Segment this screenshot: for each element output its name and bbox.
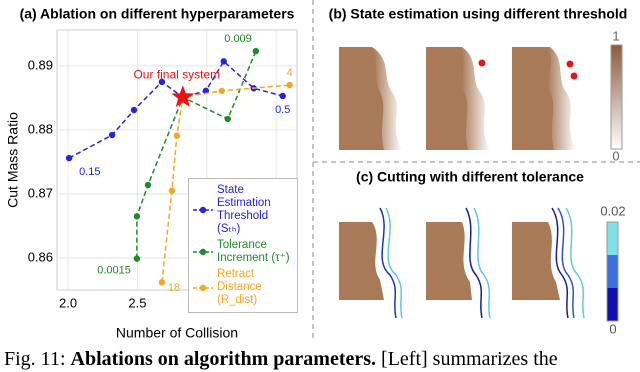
point-label: 0.009	[224, 33, 252, 45]
legend-dot	[199, 206, 207, 214]
legend-entry: State Estimation Threshold (Sₜₕ)	[192, 184, 294, 236]
point	[144, 181, 152, 189]
point	[158, 279, 166, 286]
legend-entry: Retract Distance (R_dist)	[192, 268, 294, 307]
legend-entry: Tolerance Increment (τ⁺)	[192, 239, 294, 265]
colorbar-label: 0.02	[600, 203, 625, 218]
plot-frame	[56, 29, 298, 291]
series-line	[136, 50, 257, 259]
point	[158, 78, 166, 86]
y-tick-label: 0.87	[28, 185, 53, 200]
point	[218, 87, 226, 95]
legend-label: Retract Distance (R_dist)	[217, 268, 262, 306]
x-axis-label: Number of Collision	[116, 325, 238, 341]
chart-title: (a) Ablation on different hyperparameter…	[20, 6, 295, 22]
point	[173, 132, 181, 139]
colorbar-label: 0	[609, 321, 616, 336]
colorbar	[606, 221, 619, 322]
legend-swatch	[193, 206, 213, 214]
y-axis-label: Cut Mass Ratio	[5, 112, 21, 208]
legend-dot	[199, 248, 207, 256]
colorbar	[610, 44, 623, 150]
star-marker	[171, 85, 195, 107]
colorbar-label: 0	[612, 148, 619, 163]
state-shapes	[339, 47, 578, 150]
colorbar-label: 1	[612, 28, 619, 43]
point-label: 4	[287, 67, 293, 79]
point-label: 18	[168, 282, 180, 294]
cut-shapes	[339, 207, 585, 319]
panel-title: (b) State estimation using different thr…	[329, 6, 628, 22]
point-label: 0.0015	[97, 265, 131, 277]
point	[130, 106, 138, 114]
point	[286, 81, 293, 89]
point	[133, 255, 141, 262]
point	[224, 115, 231, 123]
point	[168, 187, 176, 194]
point	[252, 47, 259, 55]
legend-label: State Estimation Threshold (Sₜₕ)	[217, 184, 271, 235]
series-line	[161, 84, 290, 283]
legend-swatch	[193, 248, 213, 256]
y-tick-label: 0.88	[28, 121, 53, 136]
legend-dot	[199, 284, 207, 291]
point-label: 0.15	[79, 166, 100, 178]
point	[133, 213, 141, 220]
point	[65, 154, 73, 162]
x-tick-label: 2.0	[59, 295, 77, 310]
point	[279, 92, 286, 100]
caption-text: [Left] summarizes the	[381, 348, 558, 370]
legend-label: Tolerance Increment (τ⁺)	[217, 239, 290, 264]
caption: Fig. 11: Ablations on algorithm paramete…	[4, 348, 558, 371]
legend: State Estimation Threshold (Sₜₕ) Toleranc…	[188, 178, 298, 313]
point-label: 0.5	[275, 104, 290, 116]
legend-swatch	[193, 284, 213, 291]
y-tick-label: 0.86	[28, 249, 53, 264]
x-tick-label: 2.5	[128, 295, 146, 310]
caption-bold: Ablations on algorithm parameters.	[70, 348, 377, 370]
point	[220, 58, 227, 65]
panel-title: (c) Cutting with different tolerance	[356, 169, 584, 185]
annotation: Our final system	[133, 67, 220, 81]
caption-label: Fig. 11:	[4, 348, 66, 370]
y-tick-label: 0.89	[28, 57, 53, 72]
point	[108, 131, 116, 139]
